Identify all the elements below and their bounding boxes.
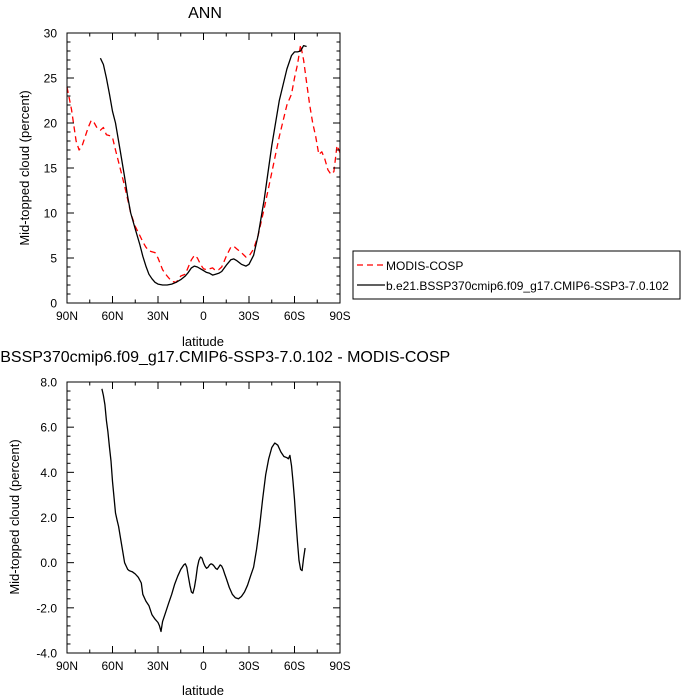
legend-box: [352, 250, 681, 300]
bottom-x-tick-label: 0: [200, 659, 207, 673]
legend-label-modis: MODIS-COSP: [386, 259, 463, 273]
bottom-y-tick-label: 0.0: [40, 556, 57, 570]
legend-label-model: b.e21.BSSP370cmip6.f09_g17.CMIP6-SSP3-7.…: [386, 279, 669, 293]
bottom-y-tick-label: 2.0: [40, 511, 57, 525]
bottom-plot-frame: [66, 381, 341, 654]
bottom-chart-title: .BSSP370cmip6.f09_g17.CMIP6-SSP3-7.0.102…: [0, 349, 450, 366]
bottom-y-tick-label: 8.0: [40, 376, 57, 390]
top-y-tick-label: 15: [44, 162, 58, 176]
top-x-tick-label: 0: [200, 309, 207, 323]
top-x-tick-label: 90S: [329, 309, 350, 323]
top-x-tick-label: 90N: [56, 309, 78, 323]
bottom-y-tick-label: -2.0: [36, 601, 57, 615]
bottom-series-difference-line: [101, 388, 306, 633]
bottom-y-axis-label: Mid-topped cloud (percent): [7, 439, 22, 594]
top-ticks-group: 90N 60N 30N 0 30S 60S 90S 0 5 10 15 20 25 30: [44, 27, 351, 324]
top-y-tick-label: 10: [44, 207, 58, 221]
top-plot-frame: [66, 32, 341, 304]
bottom-x-tick-label: 30S: [238, 659, 259, 673]
top-x-tick-label: 60S: [284, 309, 305, 323]
bottom-series-group: [101, 388, 306, 633]
bottom-x-tick-label: 60S: [284, 659, 305, 673]
top-x-tick-label: 30N: [147, 309, 169, 323]
bottom-y-tick-label: 6.0: [40, 421, 57, 435]
top-x-tick-label: 60N: [101, 309, 123, 323]
top-y-tick-label: 20: [44, 117, 58, 131]
legend: MODIS-COSP b.e21.BSSP370cmip6.f09_g17.CM…: [352, 250, 681, 300]
bottom-x-axis-label: latitude: [182, 683, 224, 698]
top-x-tick-label: 30S: [238, 309, 259, 323]
bottom-x-tick-label: 30N: [147, 659, 169, 673]
top-x-axis-label: latitude: [182, 334, 224, 349]
bottom-y-tick-label: 4.0: [40, 466, 57, 480]
bottom-y-tick-label: -4.0: [36, 647, 57, 661]
bottom-x-tick-label: 60N: [101, 659, 123, 673]
top-series-model-line: [99, 44, 307, 286]
panel-bottom: .BSSP370cmip6.f09_g17.CMIP6-SSP3-7.0.102…: [0, 349, 450, 698]
top-series-modis-line: [66, 44, 341, 283]
bottom-ticks-group: 90N 60N 30N 0 30S 60S 90S -4.0 -2.0 0.0 2.0 4.0 6.0 8…: [36, 376, 350, 674]
top-y-tick-label: 5: [50, 252, 57, 266]
top-chart-title: ANN: [188, 5, 222, 22]
top-y-axis-label: Mid-topped cloud (percent): [17, 90, 32, 245]
bottom-x-tick-label: 90S: [329, 659, 350, 673]
top-series-group: [66, 44, 341, 286]
panel-top: ANN 90N 60N 30N 0 30S 60S 90S 0 5 10 15 20 25 30 lati…: [17, 5, 681, 349]
top-y-tick-label: 30: [44, 27, 58, 41]
top-y-tick-label: 0: [50, 297, 57, 311]
bottom-x-tick-label: 90N: [56, 659, 78, 673]
top-y-tick-label: 25: [44, 72, 58, 86]
